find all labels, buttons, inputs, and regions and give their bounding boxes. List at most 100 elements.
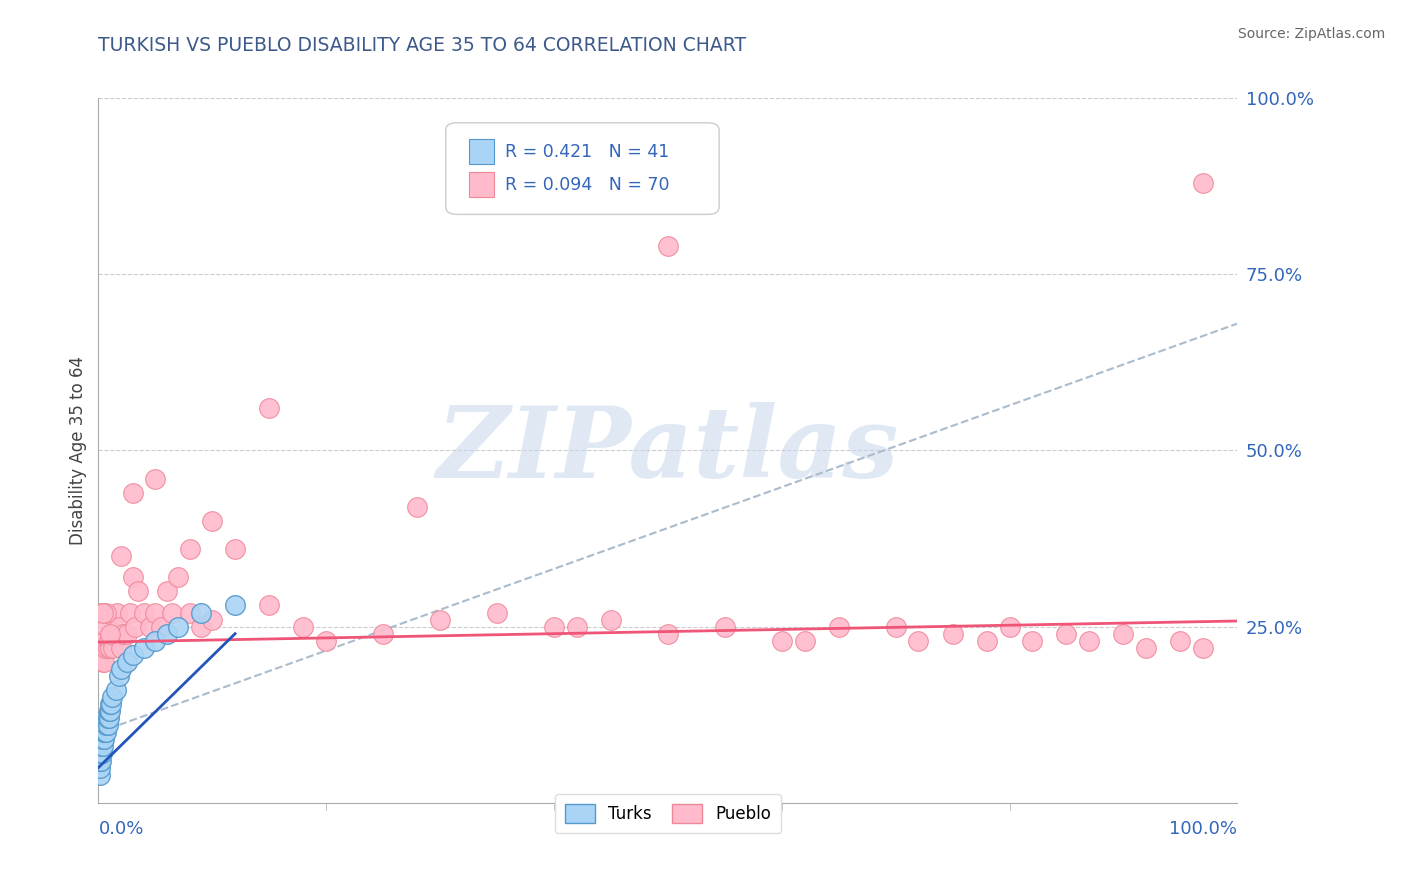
Point (315, 633, 337, 648)
Point (115, 626, 138, 640)
Point (259, 599, 281, 613)
Point (90, 606, 112, 620)
Point (942, 626, 965, 640)
Point (156, 584, 179, 599)
FancyBboxPatch shape (468, 139, 494, 163)
Point (90, 747, 112, 761)
Text: Source: ZipAtlas.com: Source: ZipAtlas.com (1237, 27, 1385, 41)
Point (1112, 626, 1135, 640)
Point (93, 718, 115, 732)
Point (98, 640, 121, 655)
Point (406, 500, 429, 514)
Point (91, 732, 114, 747)
Point (110, 662, 132, 676)
Point (101, 633, 124, 648)
Point (565, 619, 588, 633)
Point (998, 619, 1021, 633)
Point (90, 732, 112, 747)
Point (543, 619, 565, 633)
Point (1078, 633, 1101, 648)
Point (121, 485, 143, 500)
Point (1135, 640, 1157, 655)
Point (93, 732, 115, 747)
Text: TURKISH VS PUEBLO DISABILITY AGE 35 TO 64 CORRELATION CHART: TURKISH VS PUEBLO DISABILITY AGE 35 TO 6… (98, 36, 747, 54)
Text: 0.0%: 0.0% (98, 821, 143, 838)
Point (90, 747, 112, 761)
Point (98, 697, 121, 711)
Point (793, 633, 815, 648)
Point (145, 606, 167, 620)
Point (96, 606, 118, 620)
Point (96, 718, 118, 732)
Point (167, 619, 190, 633)
Point (121, 570, 143, 584)
Point (156, 626, 179, 640)
Point (97, 633, 120, 648)
Point (201, 514, 224, 528)
Point (1021, 633, 1043, 648)
Point (98, 704, 121, 718)
Point (190, 619, 212, 633)
Point (371, 626, 394, 640)
Point (91, 725, 114, 739)
Point (150, 619, 173, 633)
Point (486, 606, 509, 620)
Point (90, 747, 112, 761)
Point (179, 606, 201, 620)
Point (884, 619, 907, 633)
Point (96, 640, 118, 655)
Point (1170, 633, 1192, 648)
Point (132, 606, 155, 620)
Point (100, 626, 122, 640)
Point (108, 669, 131, 683)
Point (94, 725, 117, 739)
Point (224, 542, 246, 557)
Point (201, 613, 224, 627)
Point (90, 739, 112, 754)
Point (94, 640, 117, 655)
Point (1192, 176, 1215, 190)
Point (90, 633, 112, 648)
Point (93, 655, 115, 669)
Point (429, 613, 451, 627)
Point (96, 711, 118, 725)
Point (110, 640, 132, 655)
FancyBboxPatch shape (446, 123, 718, 214)
Point (190, 606, 212, 620)
Text: 100.0%: 100.0% (1170, 821, 1237, 838)
Point (96, 718, 118, 732)
Point (96, 619, 118, 633)
Point (90, 725, 112, 739)
Point (91, 655, 114, 669)
Point (121, 648, 143, 662)
Point (90, 754, 112, 768)
Point (112, 626, 135, 640)
Point (110, 549, 132, 564)
Text: R = 0.094   N = 70: R = 0.094 N = 70 (505, 176, 669, 194)
Point (105, 606, 128, 620)
Point (259, 401, 281, 416)
Point (770, 633, 793, 648)
Y-axis label: Disability Age 35 to 64: Disability Age 35 to 64 (69, 356, 87, 545)
Point (127, 584, 149, 599)
Point (89, 767, 111, 781)
Text: R = 0.421   N = 41: R = 0.421 N = 41 (505, 143, 669, 161)
Point (657, 626, 679, 640)
Point (104, 626, 127, 640)
Point (91, 606, 114, 620)
Point (1192, 640, 1215, 655)
Point (103, 640, 125, 655)
Point (167, 570, 190, 584)
Point (657, 239, 679, 253)
Point (132, 640, 155, 655)
Point (162, 606, 184, 620)
Point (98, 626, 121, 640)
Point (90, 739, 112, 754)
Point (97, 711, 120, 725)
Point (120, 606, 142, 620)
Point (600, 613, 623, 627)
Point (104, 683, 127, 698)
Point (714, 619, 737, 633)
Point (292, 619, 315, 633)
Point (101, 690, 124, 705)
